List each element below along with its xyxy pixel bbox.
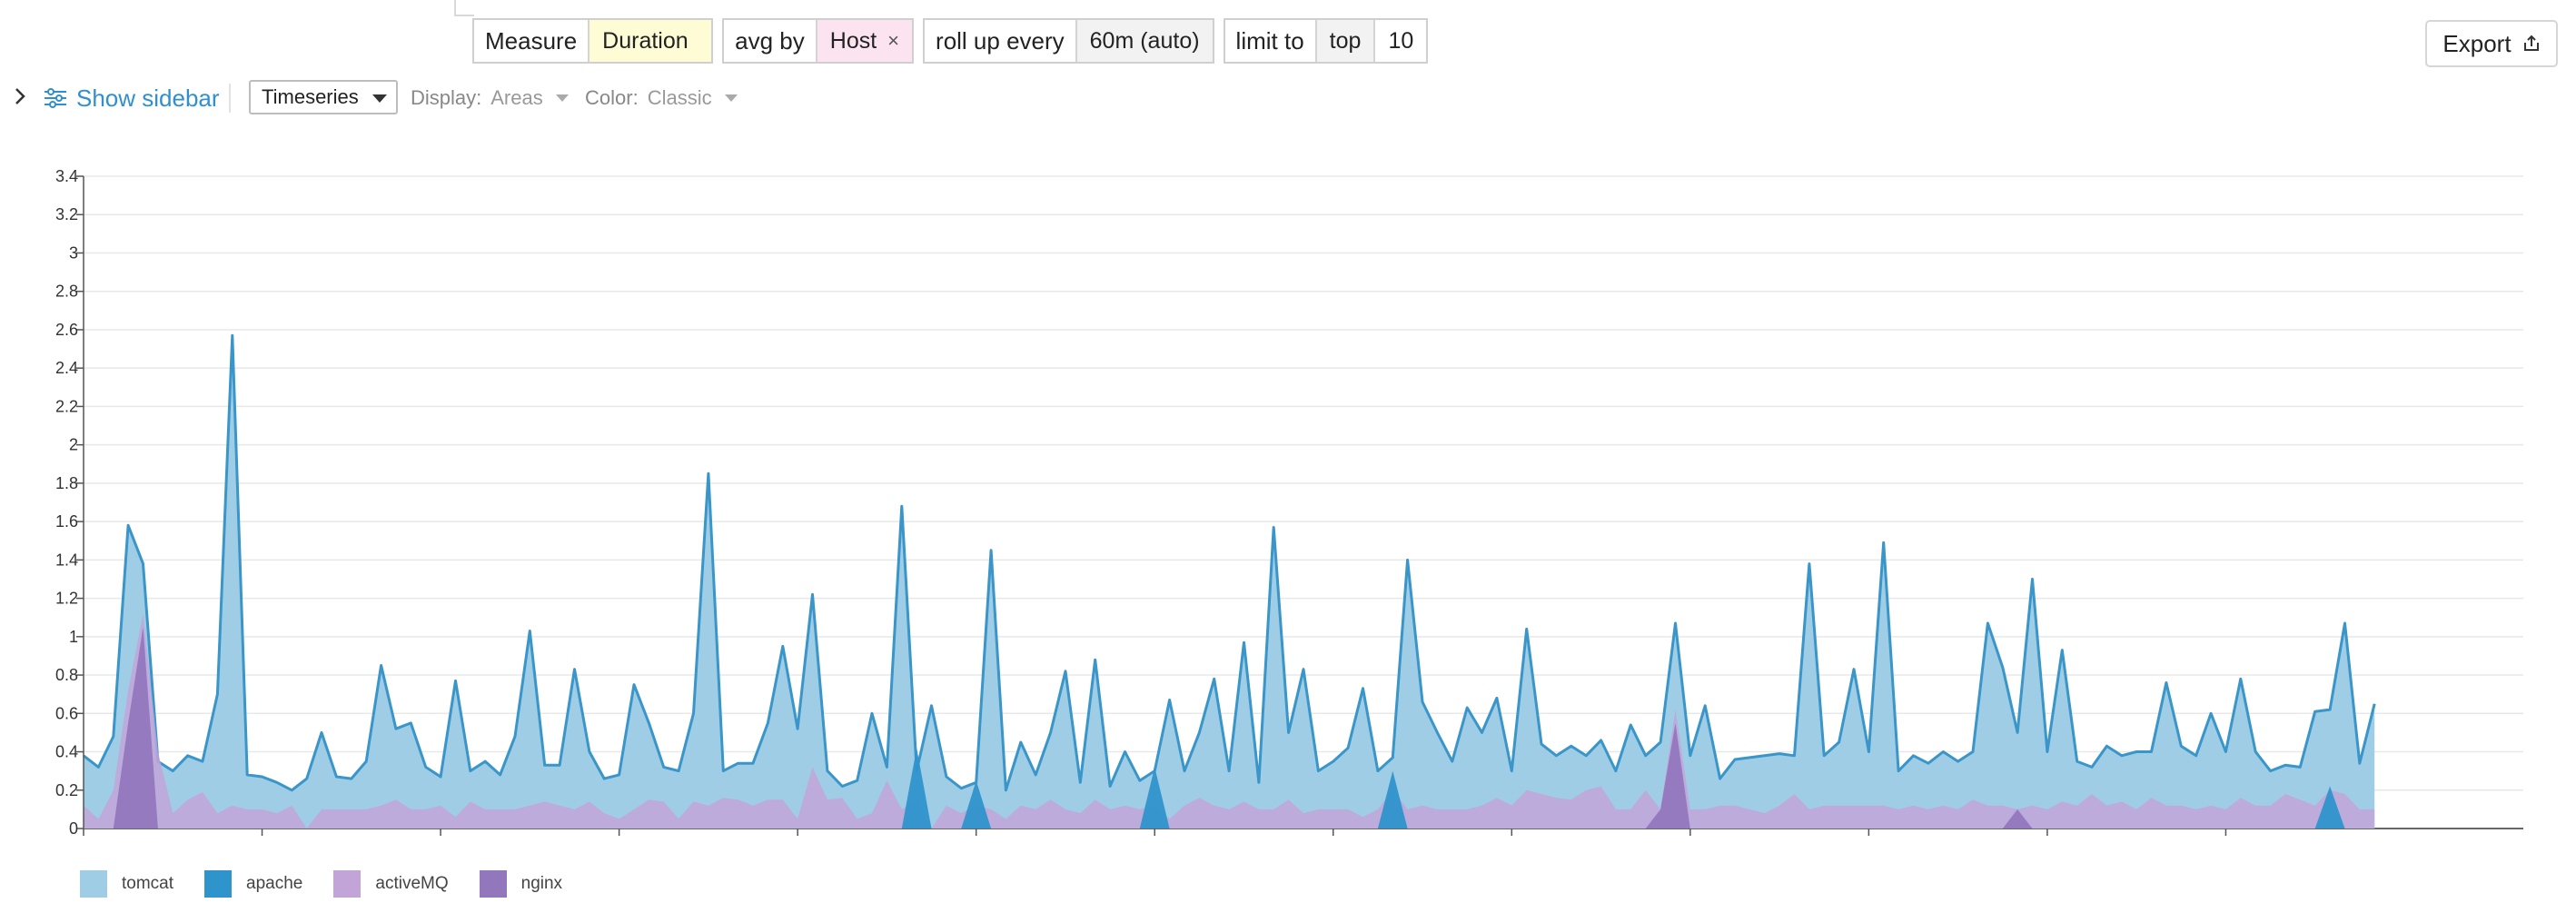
chart-toolbar: Show sidebar Timeseries Display: Areas C… [0,78,908,118]
rollup-group: roll up every 60m (auto) [923,18,1214,64]
x-tick-label: :00 [82,843,105,845]
legend-swatch [479,870,507,898]
export-icon [2523,35,2539,51]
measure-label: Measure [485,26,578,55]
series-area-tomcat[interactable] [84,335,2375,829]
display-label: Display: [411,86,482,109]
y-tick-label: 2 [69,436,78,454]
sliders-icon [45,88,66,108]
limit-order-selector[interactable]: top [1314,20,1374,62]
legend-swatch [204,870,233,898]
y-tick-label: 1.4 [55,551,78,569]
legend-label: apache [246,874,303,893]
x-tick-label: 12:00 [1848,843,1891,845]
y-tick-label: 3.4 [55,167,78,185]
rollup-selector[interactable]: 60m (auto) [1075,20,1213,62]
legend-label: activeMQ [375,874,449,893]
limit-label: limit to [1235,26,1304,55]
x-axis-ticks: :00 Tue 23 12:00 Wed 24 12:00 Thu 25 12:00 Fri … [82,829,2247,845]
measure-selector[interactable]: Duration [588,20,712,62]
chart-legend: tomcat apache activeMQ nginx [80,870,562,898]
measure-group: Measure Duration [472,18,714,64]
avg-by-tag[interactable]: Host × [815,20,913,62]
series-areas [83,333,2376,829]
chevron-right-icon[interactable] [13,85,27,107]
legend-item-activeMQ[interactable]: activeMQ [333,870,449,898]
query-bar: Measure Duration avg by Host × roll up e… [472,18,1437,64]
y-tick-label: 0 [69,819,78,838]
y-tick-label: 1.6 [55,512,78,531]
x-tick-label: 12:00 [1491,843,1534,845]
toolbar-divider [229,84,231,113]
color-option[interactable]: Color: Classic [585,82,738,114]
y-tick-label: 2.4 [55,359,78,377]
y-tick-label: 0.2 [55,781,78,799]
x-tick-label: Sat 27 [1665,843,1715,845]
avg-by-value: Host [829,27,877,54]
x-tick-label: Thu 25 [949,843,1003,845]
caret-down-icon [372,94,387,103]
display-value: Areas [490,86,543,109]
x-tick-label: 12:00 [419,843,462,845]
display-option[interactable]: Display: Areas [411,82,569,114]
color-label: Color: [585,86,639,109]
legend-item-tomcat[interactable]: tomcat [80,870,173,898]
show-sidebar-button[interactable]: Show sidebar [44,80,220,116]
timeseries-chart[interactable]: 0 0.2 0.4 0.6 0.8 1 1.2 1.4 1.6 1.8 2 2.2 2.4 2.6 2.8 3… [0,145,2576,845]
y-tick-label: 1 [69,628,78,646]
rollup-label: roll up every [936,26,1065,55]
limit-group: limit to top 10 [1223,18,1429,64]
x-tick-label: Wed 24 [590,843,649,845]
avg-by-label: avg by [735,26,805,55]
viz-type-select[interactable]: Timeseries [249,80,398,114]
legend-label: tomcat [122,874,174,893]
legend-swatch [80,870,107,898]
x-tick-label: Fri 26 [1311,843,1355,845]
export-label: Export [2442,29,2512,57]
y-axis-ticks: 0 0.2 0.4 0.6 0.8 1 1.2 1.4 1.6 1.8 2 2.2 2.4 2.6 2.8 3… [55,167,84,838]
series-area-activeMQ[interactable] [84,613,2375,829]
y-tick-label: 0.6 [55,704,78,722]
legend-item-nginx[interactable]: nginx [479,870,563,898]
y-tick-label: 1.2 [55,590,78,608]
grid-lines [84,175,2523,829]
legend-label: nginx [520,874,563,893]
export-button[interactable]: Export [2425,20,2558,67]
avg-by-group: avg by Host × [722,18,915,64]
series-line-tomcat [83,333,2376,792]
y-tick-label: 0.8 [55,666,78,684]
color-value: Classic [647,86,712,109]
viz-type-value: Timeseries [262,85,359,108]
y-tick-label: 1.8 [55,474,78,492]
y-tick-label: 2.6 [55,321,78,339]
y-tick-label: 2.2 [55,397,78,415]
limit-count-input[interactable]: 10 [1373,20,1426,62]
y-tick-label: 0.4 [55,743,78,761]
display-caret-icon [555,94,569,102]
show-sidebar-label: Show sidebar [76,84,220,112]
legend-item-apache[interactable]: apache [204,870,302,898]
x-tick-label: Tue 23 [235,843,288,845]
query-connector [454,0,474,16]
color-caret-icon [724,94,738,102]
x-tick-label: 12:00 [1133,843,1176,845]
x-tick-label: Oct 28 [2022,843,2073,845]
legend-swatch [333,870,362,898]
y-tick-label: 2.8 [55,283,78,301]
y-tick-label: 3 [69,243,78,262]
remove-tag-icon[interactable]: × [887,29,900,52]
x-tick-label: 12:00 [776,843,819,845]
x-tick-label: 12:00 [2204,843,2248,845]
y-tick-label: 3.2 [55,205,78,223]
